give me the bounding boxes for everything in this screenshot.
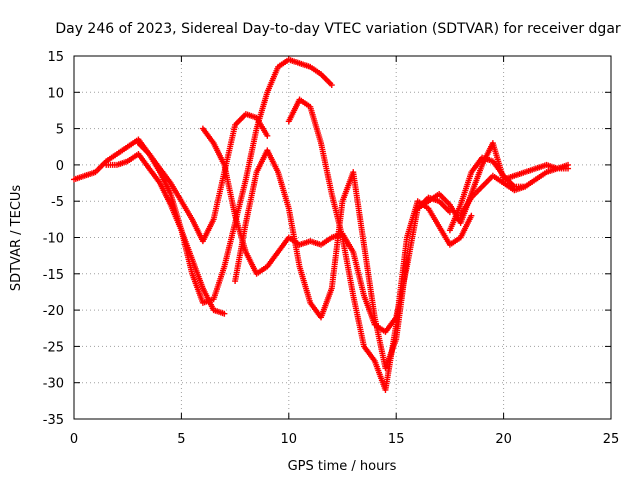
x-axis-label: GPS time / hours	[288, 459, 397, 474]
series-track-h	[446, 154, 572, 234]
series-track-i	[457, 172, 529, 219]
series-track-g	[414, 140, 572, 226]
y-tick-label: 10	[47, 86, 64, 101]
y-axis-label: SDTVAR / TECUs	[9, 185, 24, 292]
data-points	[71, 56, 572, 393]
series-track-c	[135, 111, 271, 245]
x-tick-label: 5	[177, 432, 185, 447]
data-point	[565, 161, 572, 168]
y-tick-label: -20	[43, 304, 64, 319]
x-tick-label: 15	[388, 432, 405, 447]
data-point	[468, 212, 475, 219]
y-tick-label: -15	[43, 268, 64, 283]
y-tick-label: -5	[51, 195, 64, 210]
axis-ticks: 0 5 10 15 20 25 -35 -30 -25 -20 -15 -10 -5 0 5 10 15	[43, 50, 620, 447]
y-tick-label: -25	[43, 340, 64, 355]
y-tick-label: -10	[43, 232, 64, 247]
y-tick-label: -35	[43, 413, 64, 428]
x-tick-label: 0	[70, 432, 78, 447]
y-tick-label: -30	[43, 377, 64, 392]
data-point	[264, 132, 271, 139]
x-tick-label: 20	[495, 432, 512, 447]
y-tick-label: 5	[56, 123, 64, 138]
y-tick-label: 0	[56, 159, 64, 174]
data-point	[328, 82, 335, 89]
series-track-e	[232, 147, 410, 372]
y-tick-label: 15	[47, 50, 64, 65]
data-point	[221, 310, 228, 317]
series-track-a	[71, 56, 335, 306]
data-point	[522, 183, 529, 190]
series-track-f	[285, 96, 475, 393]
x-tick-label: 10	[281, 432, 298, 447]
series-track-b	[103, 151, 228, 317]
chart-title: Day 246 of 2023, Sidereal Day-to-day VTE…	[55, 21, 621, 37]
x-tick-label: 25	[603, 432, 620, 447]
